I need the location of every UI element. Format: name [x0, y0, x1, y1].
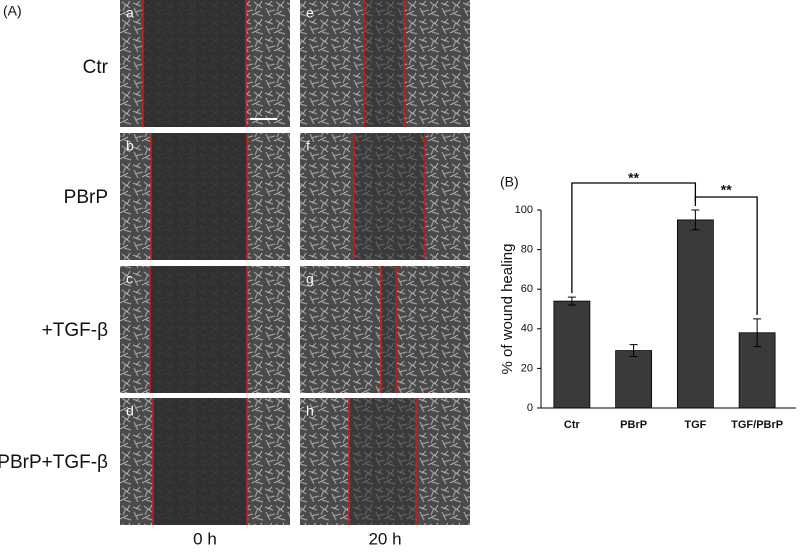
wound-area — [143, 0, 246, 127]
x-tick-label: TGF/PBrP — [731, 419, 783, 431]
significance-label: ** — [628, 170, 639, 186]
bar — [615, 350, 653, 409]
row-label: PBrP+TGF-β — [0, 452, 108, 473]
panel-letter: e — [306, 5, 314, 21]
y-tick-label: 0 — [527, 402, 533, 414]
row-label: +TGF-β — [42, 320, 108, 341]
x-tick-label: TGF — [684, 419, 706, 431]
wound-area — [151, 133, 247, 260]
significance-bracket — [571, 182, 697, 294]
bar — [676, 219, 714, 409]
wound-area — [153, 398, 247, 525]
panel-label: (A) — [3, 3, 22, 19]
row-label: Ctr — [83, 57, 109, 78]
panel-letter: b — [126, 138, 134, 154]
y-axis-title: % of wound healing — [499, 244, 516, 375]
wound-area — [349, 398, 416, 525]
error-bar — [691, 209, 700, 231]
x-tick-label: Ctr — [564, 419, 581, 431]
bar-chart: 0 20 40 60 80 100 Ctr PBrP TGF TGF/PBrP ** ** — [515, 170, 796, 431]
y-tick-label: 20 — [521, 362, 533, 374]
error-bar — [567, 296, 576, 306]
wound-area — [381, 266, 396, 393]
panel-letter: c — [126, 271, 133, 287]
column-label: 0 h — [193, 529, 217, 548]
y-tick-label: 40 — [521, 323, 533, 335]
significance-bracket — [694, 196, 758, 315]
panel-letter: d — [126, 403, 134, 419]
row-label: PBrP — [64, 187, 108, 208]
wound-area — [150, 266, 247, 393]
panel-letter: f — [306, 138, 310, 154]
x-tick-label: PBrP — [620, 419, 647, 431]
error-bar — [629, 344, 638, 358]
micrograph-grid: a b c d e f g h — [120, 0, 470, 525]
wound-area — [354, 133, 425, 260]
error-bar — [753, 318, 762, 348]
panel-label: (B) — [500, 174, 519, 190]
significance-label: ** — [721, 182, 732, 198]
panel-letter: a — [126, 5, 134, 21]
panel-letter: h — [306, 403, 314, 419]
panel-letter: g — [306, 271, 314, 287]
bar — [553, 300, 591, 409]
y-tick-label: 60 — [521, 283, 533, 295]
y-tick-label: 100 — [515, 204, 533, 216]
column-label: 20 h — [368, 529, 401, 548]
y-tick-label: 80 — [521, 244, 533, 256]
wound-area — [364, 0, 404, 127]
